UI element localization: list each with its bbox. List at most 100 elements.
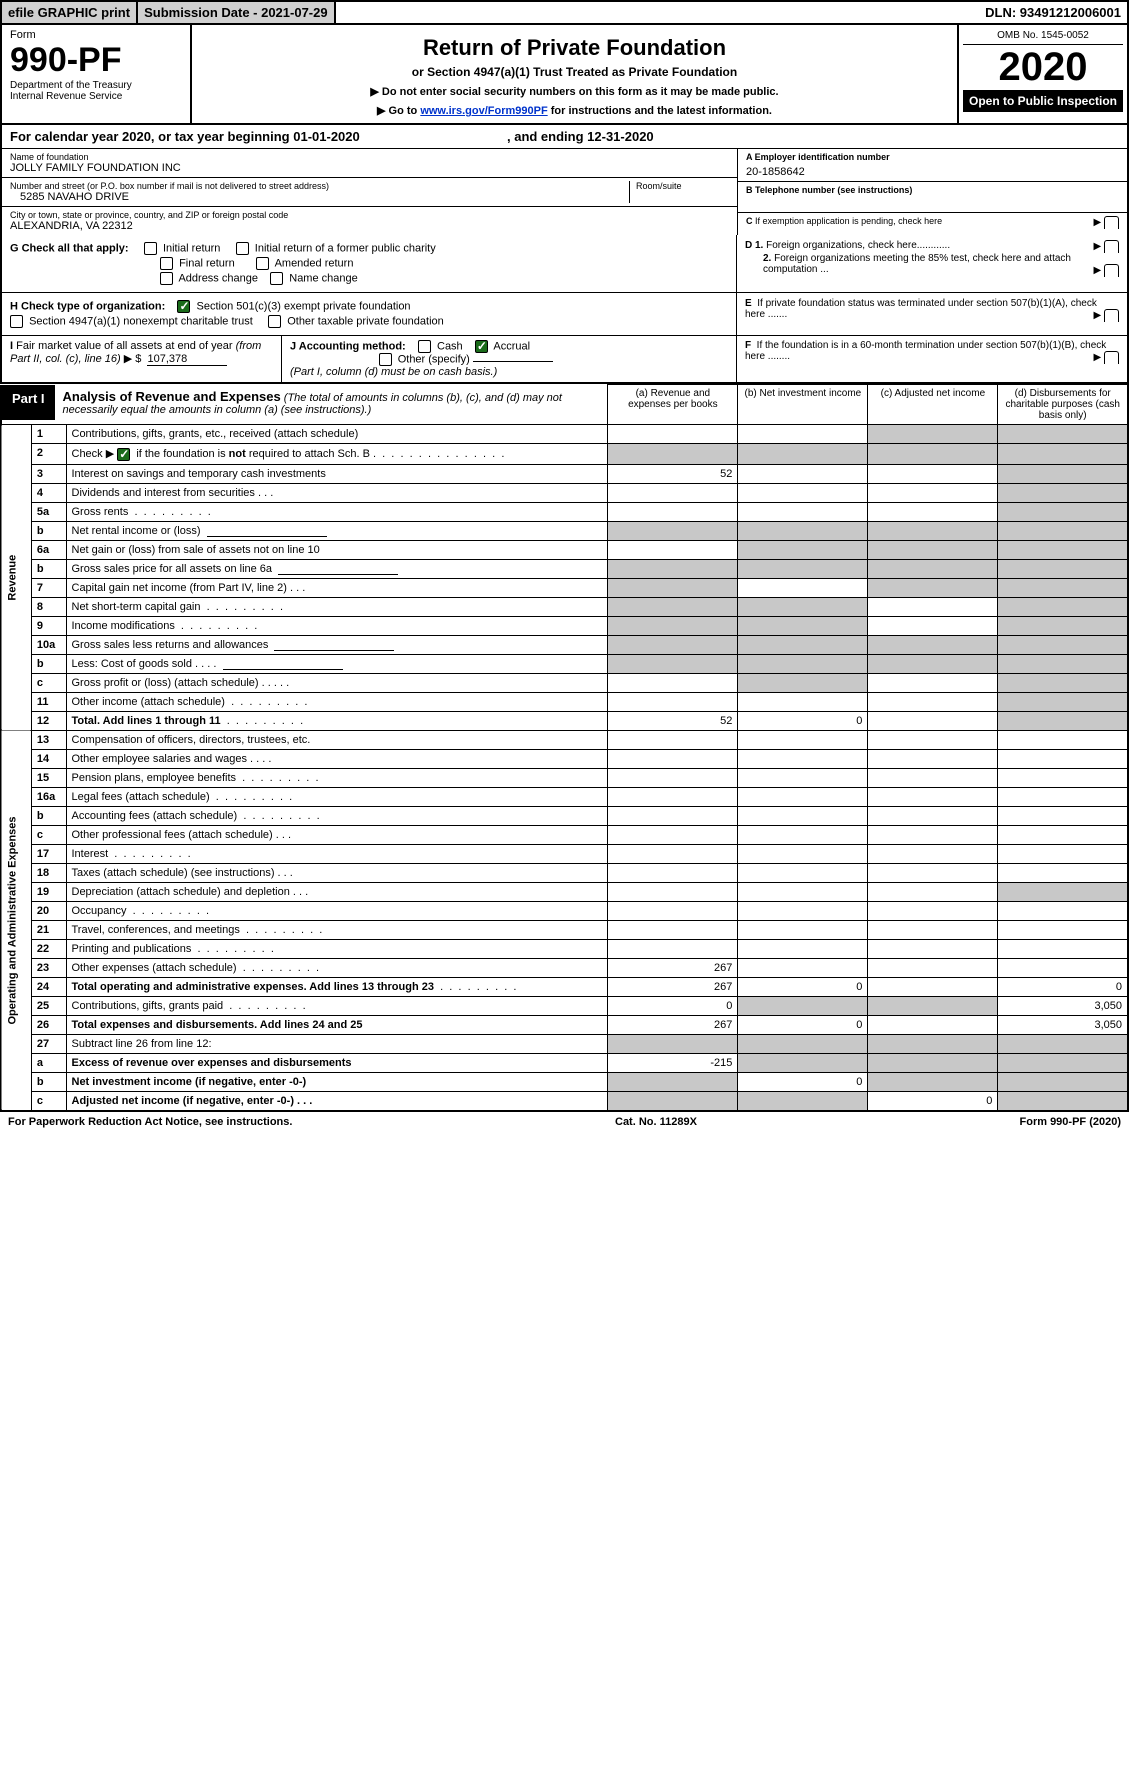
final-return-checkbox[interactable] [160,257,173,270]
line-description: Dividends and interest from securities .… [66,483,608,502]
footer-mid: Cat. No. 11289X [615,1116,697,1128]
line-description: Total. Add lines 1 through 11 . . . . . … [66,711,608,730]
omb-number: OMB No. 1545-0052 [963,27,1123,45]
irs-link[interactable]: www.irs.gov/Form990PF [420,105,547,117]
table-row: Revenue1Contributions, gifts, grants, et… [1,425,1128,444]
line-number: 23 [31,958,66,977]
table-row: 4Dividends and interest from securities … [1,483,1128,502]
line-description: Capital gain net income (from Part IV, l… [66,578,608,597]
table-row: 6aNet gain or (loss) from sale of assets… [1,540,1128,559]
4947-checkbox[interactable] [10,315,23,328]
line-number: 22 [31,939,66,958]
line-description: Taxes (attach schedule) (see instruction… [66,863,608,882]
room-label: Room/suite [636,181,729,191]
city-row: City or town, state or province, country… [2,207,737,235]
sch-b-checkbox[interactable] [117,448,130,461]
line-number: 12 [31,711,66,730]
form-right: OMB No. 1545-0052 2020 Open to Public In… [957,25,1127,123]
form-left: Form 990-PF Department of the Treasury I… [2,25,192,123]
table-row: Operating and Administrative Expenses13C… [1,730,1128,749]
line-description: Occupancy . . . . . . . . . [66,901,608,920]
table-row: 8Net short-term capital gain . . . . . .… [1,597,1128,616]
part1-header-row: Part I Analysis of Revenue and Expenses … [1,385,1128,425]
line-description: Other income (attach schedule) . . . . .… [66,692,608,711]
calendar-year-line: For calendar year 2020, or tax year begi… [0,125,1129,149]
table-row: 17Interest . . . . . . . . . [1,844,1128,863]
line-description: Income modifications . . . . . . . . . [66,616,608,635]
line-number: c [31,673,66,692]
street-address: 5285 NAVAHO DRIVE [10,191,623,203]
table-row: 5aGross rents . . . . . . . . . [1,502,1128,521]
amended-return-checkbox[interactable] [256,257,269,270]
line-number: 26 [31,1015,66,1034]
line-description: Legal fees (attach schedule) . . . . . .… [66,787,608,806]
table-row: 27Subtract line 26 from line 12: [1,1034,1128,1053]
line-number: 7 [31,578,66,597]
col-a-header: (a) Revenue and expenses per books [608,385,738,425]
line-description: Gross profit or (loss) (attach schedule)… [66,673,608,692]
accrual-checkbox[interactable] [475,340,488,353]
cash-checkbox[interactable] [418,340,431,353]
table-row: bNet investment income (if negative, ent… [1,1072,1128,1091]
revenue-section-label: Revenue [1,425,31,731]
e-checkbox[interactable] [1104,309,1119,322]
line-number: 16a [31,787,66,806]
form-word: Form [10,29,182,41]
line-description: Net gain or (loss) from sale of assets n… [66,540,608,559]
table-row: 24Total operating and administrative exp… [1,977,1128,996]
dept-label: Department of the Treasury [10,80,182,91]
line-number: c [31,825,66,844]
line-number: 3 [31,464,66,483]
table-row: 19Depreciation (attach schedule) and dep… [1,882,1128,901]
initial-former-checkbox[interactable] [236,242,249,255]
line-description: Other employee salaries and wages . . . … [66,749,608,768]
line-description: Travel, conferences, and meetings . . . … [66,920,608,939]
d2-line: 2. Foreign organizations meeting the 85%… [745,253,1119,275]
table-row: cGross profit or (loss) (attach schedule… [1,673,1128,692]
line-description: Printing and publications . . . . . . . … [66,939,608,958]
line-number: 21 [31,920,66,939]
line-description: Check ▶ if the foundation is not require… [66,444,608,465]
line-description: Contributions, gifts, grants paid . . . … [66,996,608,1015]
line-number: 20 [31,901,66,920]
open-public: Open to Public Inspection [963,90,1123,112]
foundation-name: JOLLY FAMILY FOUNDATION INC [10,162,729,174]
line-number: 15 [31,768,66,787]
other-taxable-checkbox[interactable] [268,315,281,328]
other-method-checkbox[interactable] [379,353,392,366]
501c3-checkbox[interactable] [177,300,190,313]
table-row: aExcess of revenue over expenses and dis… [1,1053,1128,1072]
table-row: 12Total. Add lines 1 through 11 . . . . … [1,711,1128,730]
col-d-header: (d) Disbursements for charitable purpose… [998,385,1128,425]
line-number: 14 [31,749,66,768]
address-change-checkbox[interactable] [160,272,173,285]
section-h-e: H Check type of organization: Section 50… [0,293,1129,336]
table-row: 14Other employee salaries and wages . . … [1,749,1128,768]
tax-year: 2020 [963,45,1123,87]
pending-checkbox[interactable] [1104,216,1119,229]
line-description: Other professional fees (attach schedule… [66,825,608,844]
initial-return-checkbox[interactable] [144,242,157,255]
footer-right: Form 990-PF (2020) [1020,1116,1122,1128]
table-row: 15Pension plans, employee benefits . . .… [1,768,1128,787]
name-change-checkbox[interactable] [270,272,283,285]
f-checkbox[interactable] [1104,351,1119,364]
line-number: 2 [31,444,66,465]
foundation-name-row: Name of foundation JOLLY FAMILY FOUNDATI… [2,149,737,178]
line-number: 24 [31,977,66,996]
line-number: b [31,654,66,673]
i-cell: I Fair market value of all assets at end… [2,336,282,382]
line-number: 18 [31,863,66,882]
part1-title: Analysis of Revenue and Expenses [63,389,281,404]
table-row: 22Printing and publications . . . . . . … [1,939,1128,958]
d1-checkbox[interactable] [1104,240,1119,253]
line-description: Total operating and administrative expen… [66,977,608,996]
ein-value: 20-1858642 [746,162,1119,178]
line-number: b [31,521,66,540]
d2-checkbox[interactable] [1104,264,1119,277]
table-row: 10aGross sales less returns and allowanc… [1,635,1128,654]
top-bar: efile GRAPHIC print Submission Date - 20… [0,0,1129,25]
line-description: Interest . . . . . . . . . [66,844,608,863]
line-number: 11 [31,692,66,711]
e-line: E If private foundation status was termi… [737,293,1127,335]
